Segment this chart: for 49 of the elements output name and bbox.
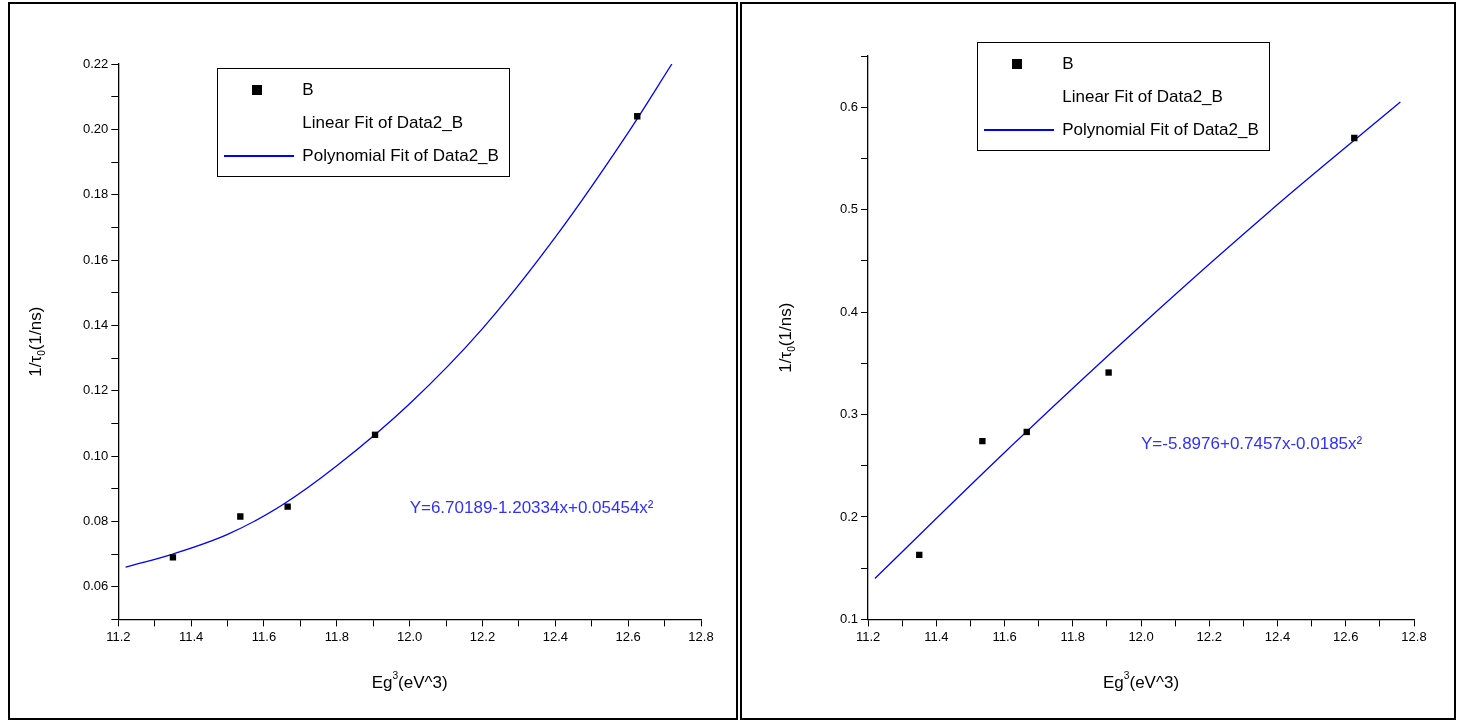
y-tick-label: 0.5 — [839, 201, 859, 217]
y-tick-label: 0.18 — [82, 186, 109, 202]
y-tick-label: 0.08 — [82, 512, 109, 528]
x-tick-label: 11.6 — [251, 628, 277, 644]
x-tick-label: 12.2 — [469, 628, 496, 644]
y-axis-title: 1/τ0(1/ns) — [775, 302, 797, 373]
y-tick-label: 0.16 — [82, 251, 109, 267]
y-tick-label: 0.06 — [82, 578, 109, 594]
point — [237, 513, 244, 520]
point — [169, 554, 177, 561]
y-tick-label: 0.2 — [839, 508, 859, 524]
x-tick-label: 11.4 — [924, 628, 949, 644]
y-tick-label: 0.20 — [82, 120, 109, 136]
x-tick-label: 12.6 — [1333, 628, 1359, 644]
y-tick-label: 0.3 — [839, 406, 859, 422]
y-tick-label: 0.10 — [82, 447, 109, 463]
annotation: Y=6.70189-1.20334x+0.05454x² — [409, 498, 654, 518]
point — [1105, 369, 1112, 376]
x-tick-label: 11.4 — [178, 628, 204, 644]
x-tick-label: 12.4 — [1264, 628, 1291, 644]
y-tick-label: 0.22 — [82, 55, 109, 71]
legend-label: Polynomial Fit of Data2_B — [302, 145, 499, 166]
annotation: Y=-5.8976+0.7457x-0.0185x² — [1141, 434, 1363, 454]
x-tick-label: 12.2 — [1196, 628, 1222, 644]
x-tick-label: 11.2 — [855, 628, 881, 644]
x-tick-label: 11.2 — [106, 628, 131, 644]
x-tick-label: 12.8 — [1401, 628, 1427, 644]
y-tick-label: 0.6 — [839, 98, 859, 114]
point — [979, 437, 986, 445]
y-tick-label: 0.1 — [839, 610, 859, 626]
y-tick-label: 0.4 — [839, 303, 859, 319]
text: Linear Fit of Data2_B — [1062, 86, 1223, 107]
x-tick-label: 12.6 — [615, 628, 641, 644]
x-tick-label: 11.8 — [1060, 628, 1085, 644]
legend-label: Polynomial Fit of Data2_B — [1062, 119, 1259, 140]
x-tick-label: 11.8 — [324, 628, 349, 644]
x-tick-label: 11.6 — [992, 628, 1017, 644]
y-axis-title: 1/τ0(1/ns) — [25, 306, 48, 377]
y-tick-label: 0.14 — [82, 316, 109, 332]
x-tick-label: 12.0 — [1128, 628, 1154, 644]
point — [284, 503, 291, 510]
x-tick-label: 12.0 — [396, 628, 423, 644]
x-tick-label: 12.4 — [542, 628, 568, 644]
x-tick-label: 12.8 — [688, 628, 714, 644]
y-tick-label: 0.12 — [82, 382, 109, 398]
text: Linear Fit of Data2_B — [302, 112, 464, 133]
legend-label: B — [1062, 53, 1074, 74]
legend-label: B — [302, 79, 314, 100]
line-series — [124, 64, 673, 568]
